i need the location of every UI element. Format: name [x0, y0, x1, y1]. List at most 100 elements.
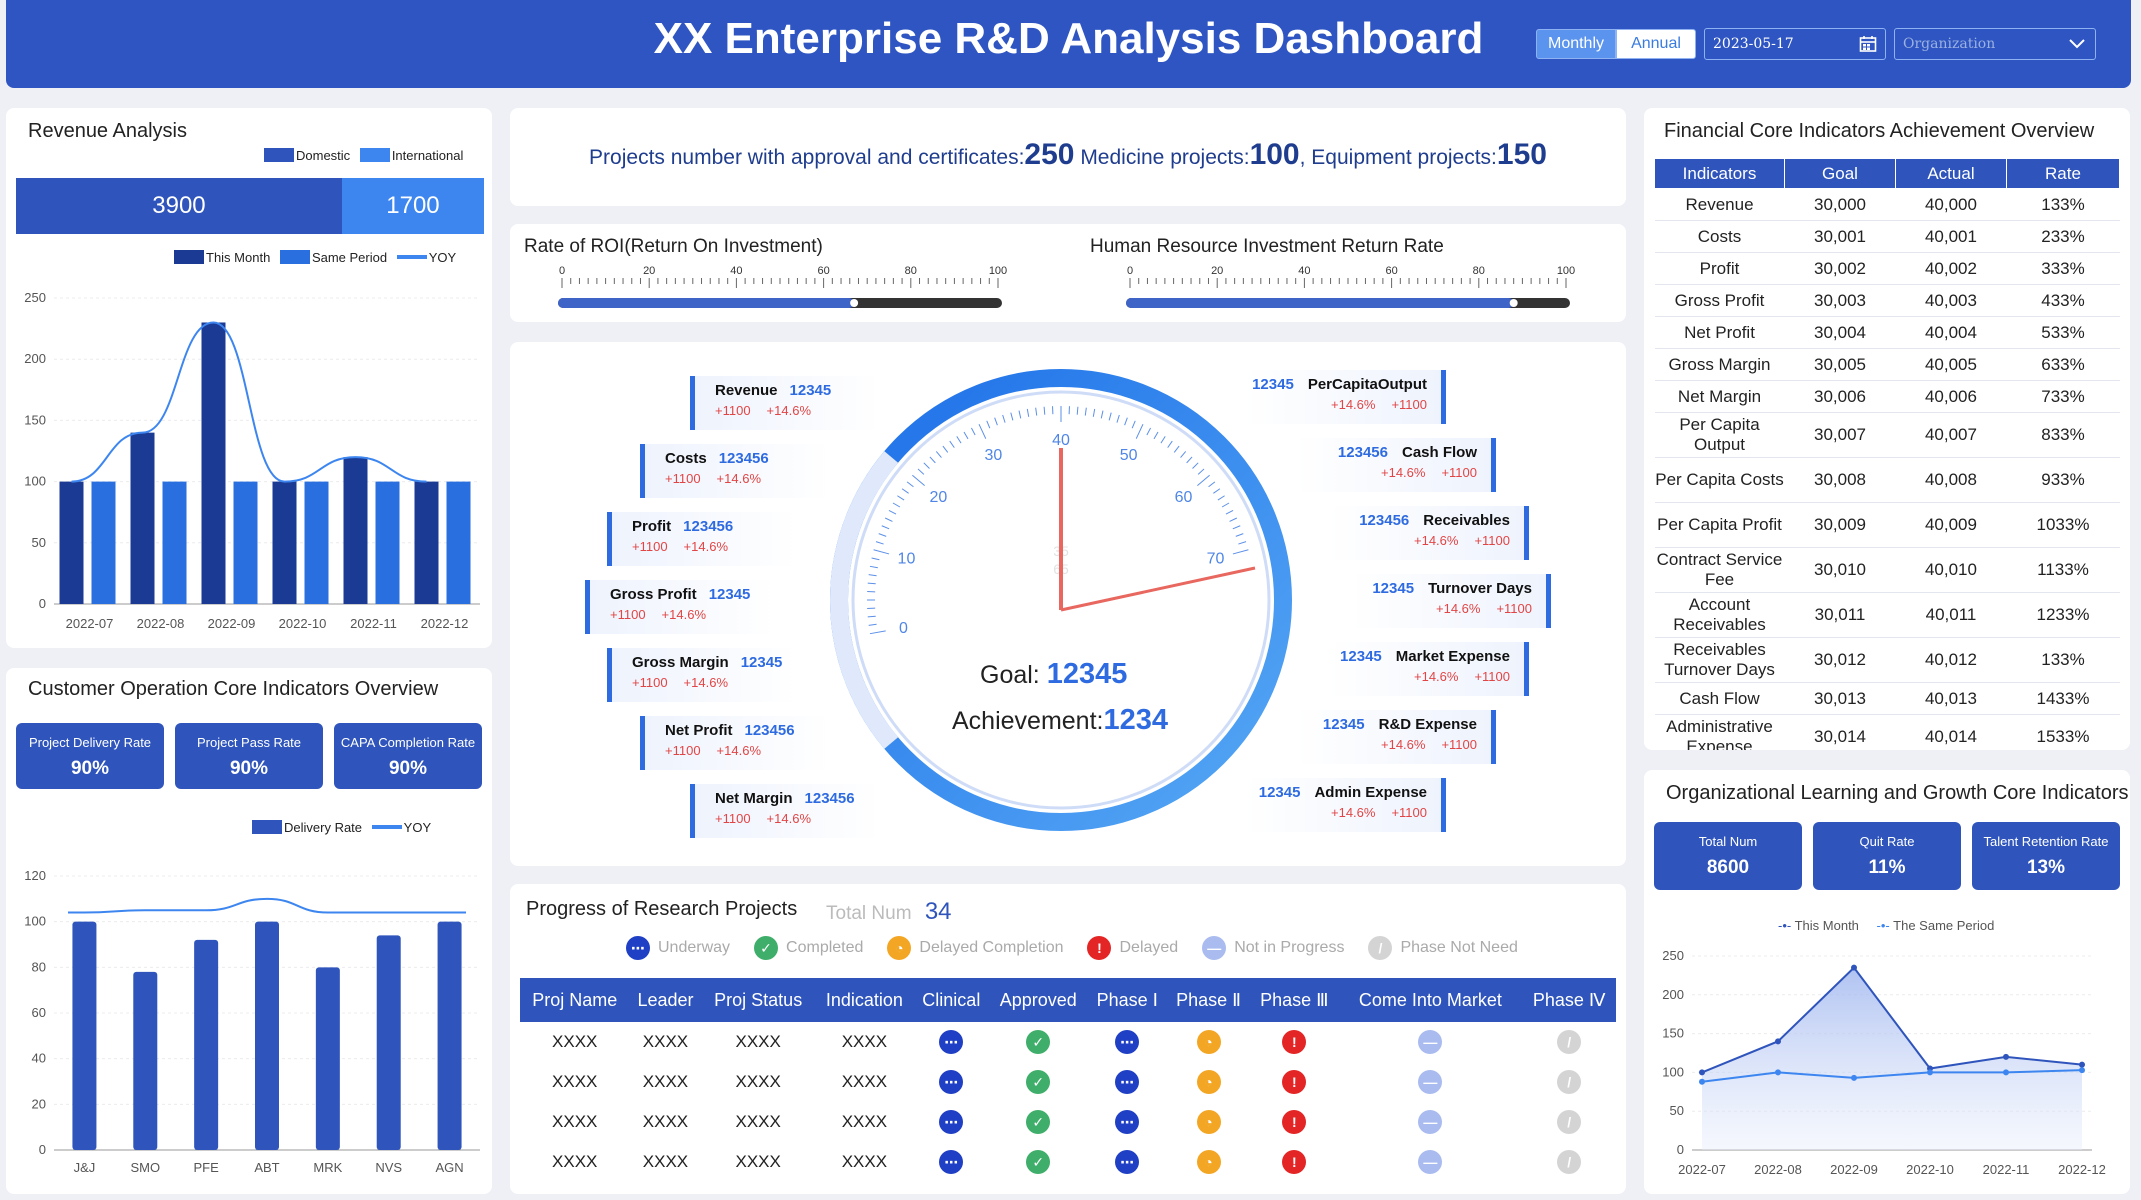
table-cell: 40,000 [1895, 188, 2007, 221]
kpi-label: Talent Retention Rate [1983, 834, 2109, 849]
x-tick-label: PFE [193, 1160, 219, 1175]
phase-not-need-icon: / [1368, 936, 1393, 960]
org-panel: Organizational Learning and Growth Core … [1644, 770, 2130, 1194]
gauge-tick [875, 541, 884, 545]
indicator-market-expense: 12345 Market Expense +14.6% +1100 [1329, 642, 1529, 696]
gauge-tick [878, 533, 887, 537]
status-cell: ◔ [1167, 1022, 1251, 1062]
gauge-tick-label: 0 [899, 620, 908, 637]
indicator-sub: +14.6% +1100 [1296, 737, 1477, 752]
table-cell: 1233% [2006, 592, 2120, 638]
kpi-delivery-rate: Project Delivery Rate 90% [16, 723, 164, 789]
underway-icon: ⋯ [939, 1150, 964, 1174]
gauge-tick [1208, 481, 1216, 488]
gauge-tick [1124, 417, 1128, 426]
legend-swatch-same-period [279, 250, 310, 264]
x-tick-label: 2022-09 [1830, 1162, 1878, 1177]
table-cell: Account Receivables [1654, 592, 1785, 638]
indicator-name: Gross Profit [610, 586, 697, 603]
table-cell: 833% [2006, 412, 2120, 458]
kpi-total-num: Total Num 8600 [1654, 822, 1802, 890]
column-header: Proj Status [701, 978, 815, 1022]
gauge-tick [1173, 445, 1180, 453]
gauge-tick [1131, 420, 1136, 429]
column-header: Indication [814, 978, 914, 1022]
indicator-name: Admin Expense [1314, 784, 1427, 801]
annual-toggle[interactable]: Annual [1616, 29, 1696, 59]
table-row: Net Profit 30,004 40,004 533% [1654, 316, 2120, 349]
y-tick-label: 100 [1662, 1064, 1684, 1079]
gauge-tick [892, 502, 901, 508]
completed-icon: ✓ [1026, 1150, 1051, 1174]
column-header: Phase Ⅱ [1166, 978, 1251, 1022]
indicator-pct: +14.6% [1381, 737, 1426, 752]
indicator-pct: +14.6% [1331, 805, 1376, 820]
bar-delivery-rate [255, 921, 279, 1150]
status-cell: ⋯ [914, 1142, 989, 1182]
table-cell: 40,001 [1895, 220, 2007, 253]
gauge-tick [1026, 408, 1030, 417]
indicator-sub: +1100 +14.6% [632, 539, 797, 554]
organization-select[interactable]: Organization [1894, 28, 2096, 60]
table-cell: Net Margin [1654, 380, 1785, 413]
gauge-tick [994, 417, 998, 426]
phase-not-need-icon: / [1557, 1110, 1582, 1134]
delayed-icon: ! [1282, 1110, 1307, 1134]
table-row: Gross Profit 30,003 40,003 433% [1654, 284, 2120, 317]
column-header: Phase Ⅰ [1087, 978, 1167, 1022]
table-cell: XXXX [735, 1032, 781, 1051]
revenue-split-bar: 3900 1700 [16, 178, 484, 234]
bar-same-period [233, 481, 258, 604]
status-cell: ✓ [989, 1142, 1088, 1182]
table-cell: XXXX [552, 1072, 598, 1091]
status-cell: ⋯ [914, 1102, 989, 1142]
table-row: Per Capita Profit 30,009 40,009 1033% [1654, 502, 2120, 548]
table-row: Receivables Turnover Days 30,012 40,012 133… [1654, 637, 2120, 683]
kpi-retention-rate: Talent Retention Rate 13% [1972, 822, 2120, 890]
gauge-tick [873, 549, 890, 555]
table-row: Gross Margin 30,005 40,005 633% [1654, 348, 2120, 381]
indicator-delta: +1100 [1441, 737, 1477, 752]
slider-handle [1509, 299, 1518, 307]
date-picker[interactable]: 2023-05-17 [1704, 28, 1886, 60]
monthly-toggle[interactable]: Monthly [1536, 29, 1616, 59]
table-cell: Per Capita Costs [1654, 457, 1785, 503]
indicator-delta: +1100 [632, 675, 668, 690]
indicator-pct: +14.6% [716, 471, 761, 486]
bar-delivery-rate [437, 921, 462, 1150]
table-cell: 933% [2006, 457, 2120, 503]
status-cell: ⋯ [914, 1062, 989, 1102]
legend-item: ⋯ Underway [626, 936, 730, 960]
calendar-icon [1859, 36, 1877, 52]
table-cell: 333% [2006, 252, 2120, 285]
projects-banner: Projects number with approval and certif… [510, 108, 1626, 206]
table-cell: 30,001 [1784, 220, 1896, 253]
table-cell: XXXX [642, 1032, 689, 1051]
legend-delivery-rate: Delivery Rate [284, 820, 363, 835]
indicator-delta: +1100 [715, 403, 751, 418]
status-cell: ⋯ [1088, 1062, 1167, 1102]
indicator-delta: +1100 [632, 539, 668, 554]
tick-label: 40 [1298, 265, 1310, 277]
legend-swatch-international [359, 148, 390, 162]
x-tick-label: 2022-07 [66, 616, 114, 631]
legend-swatch-delivery [252, 820, 282, 834]
table-cell: XXXX [735, 1112, 781, 1131]
table-row: Per Capita Output 30,007 40,007 833% [1654, 412, 2120, 458]
indicator-pct: +14.6% [1414, 669, 1459, 684]
kpi-value: 11% [1868, 857, 1906, 878]
column-header: Goal [1784, 158, 1896, 189]
gauge-tick [1235, 533, 1244, 537]
indicator-delta: +1100 [1391, 805, 1427, 820]
not-in-progress-icon: — [1202, 936, 1227, 960]
gauge-tick [869, 565, 878, 569]
gauge-tick [935, 451, 942, 458]
gauge-tick [1238, 541, 1247, 545]
completed-icon: ✓ [1026, 1030, 1051, 1054]
kpi-pass-rate: Project Pass Rate 90% [175, 723, 323, 789]
gauge-panel: 0102030405060703565 Goal: 12345 Achievem… [510, 342, 1626, 866]
status-cell: ! [1250, 1062, 1338, 1102]
delayed-completion-icon: ◔ [887, 936, 912, 960]
gauge-tick [1229, 517, 1238, 522]
bar-this-month [414, 481, 439, 604]
